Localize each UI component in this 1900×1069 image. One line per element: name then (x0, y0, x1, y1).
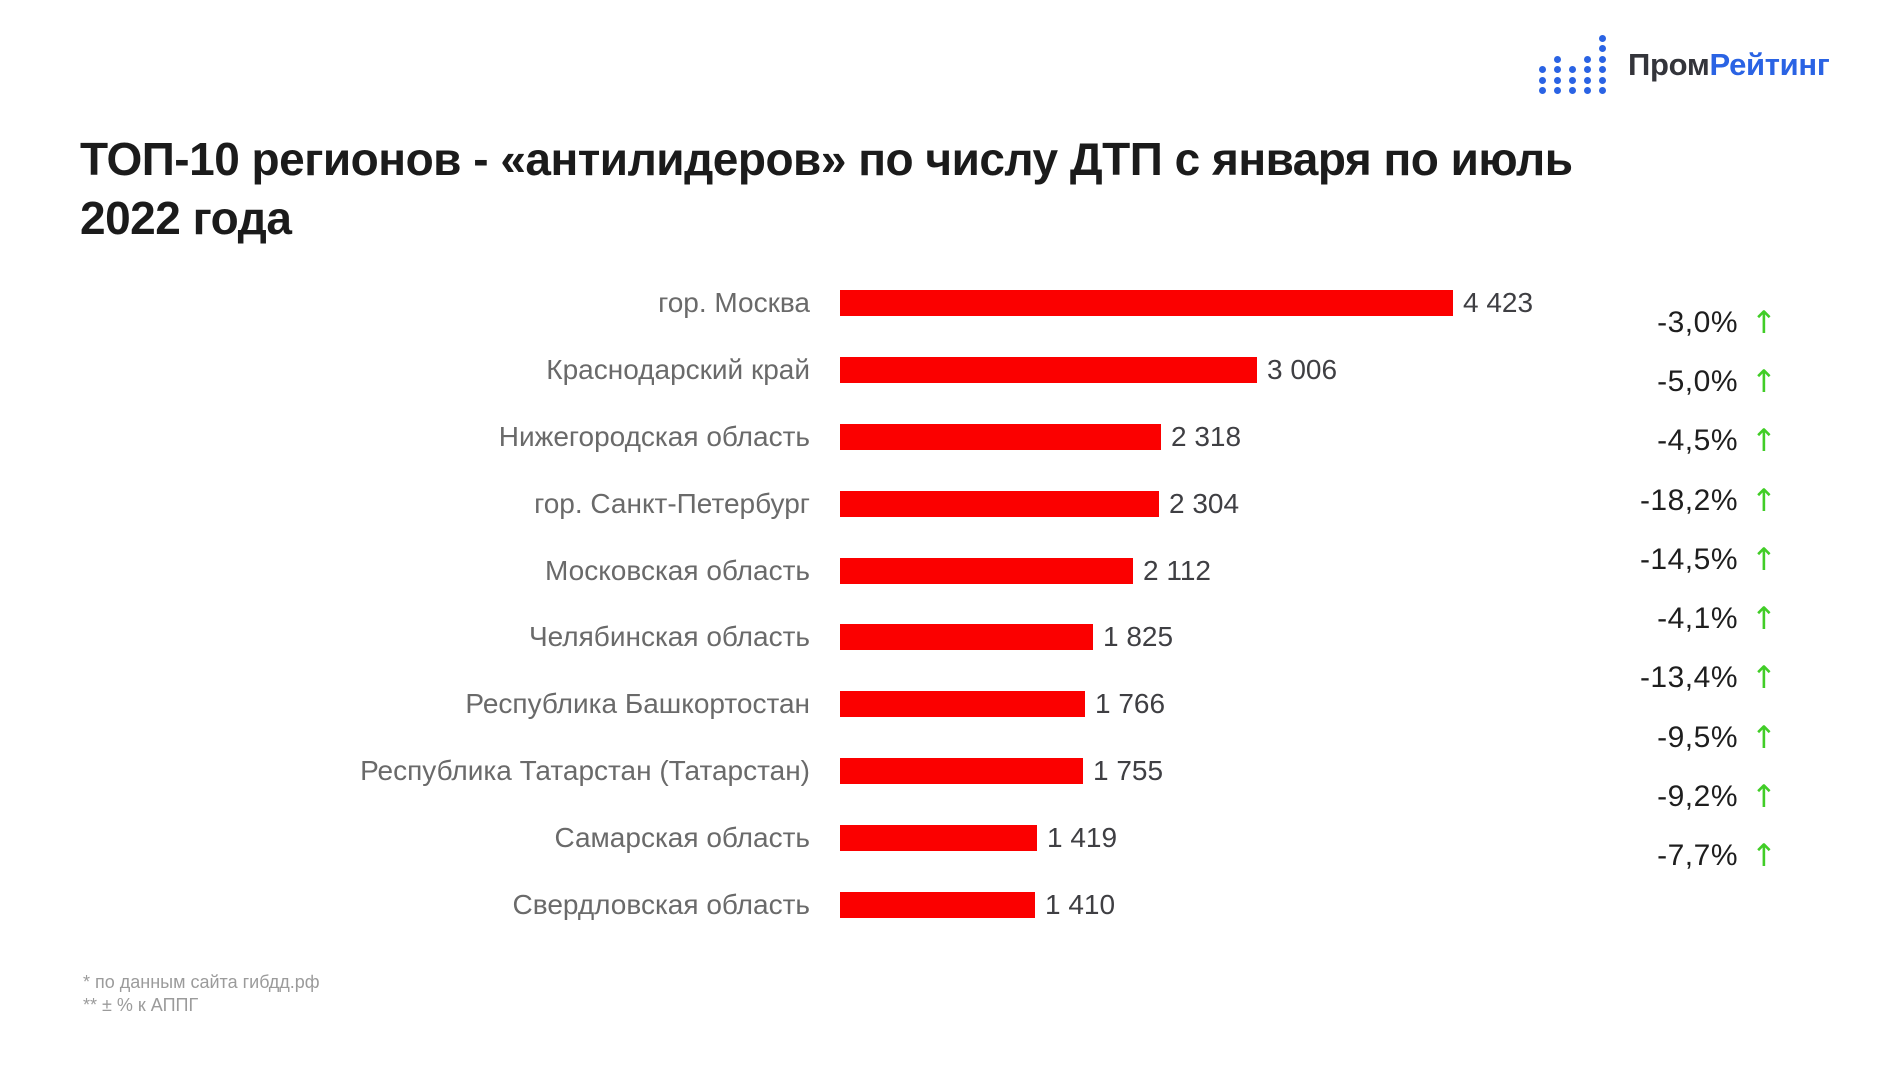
change-row: -7,7% ↑ (1470, 827, 1790, 886)
change-value: -4,5% (1657, 424, 1738, 458)
up-arrow-icon: ↑ (1751, 779, 1777, 816)
value-label: 1 419 (1047, 821, 1118, 853)
bar-row: Свердловская область 1 410 (0, 871, 1560, 938)
up-arrow-icon: ↑ (1751, 838, 1777, 875)
change-value: -9,5% (1657, 720, 1738, 754)
up-arrow-icon: ↑ (1751, 660, 1777, 697)
bar-row: Челябинская область 1 825 (0, 604, 1560, 671)
value-label: 2 112 (1143, 554, 1211, 586)
change-value: -3,0% (1657, 305, 1738, 339)
bar-row: гор. Москва 4 423 (0, 270, 1560, 337)
value-label: 3 006 (1267, 354, 1338, 386)
change-percent-column: -3,0% ↑ -5,0% ↑ -4,5% ↑ -18,2% ↑ -14,5% … (1470, 293, 1790, 886)
logo-dot-column (1595, 33, 1610, 96)
bar (840, 824, 1037, 851)
change-row: -4,5% ↑ (1470, 412, 1790, 471)
value-label: 2 304 (1169, 487, 1240, 519)
up-arrow-icon: ↑ (1751, 719, 1777, 756)
region-label: Московская область (545, 554, 810, 586)
bar (840, 757, 1083, 784)
logo-text-accent: Рейтинг (1709, 46, 1830, 82)
logo-dot-column (1565, 65, 1580, 97)
value-label: 1 410 (1045, 888, 1116, 920)
value-label: 2 318 (1171, 420, 1242, 452)
up-arrow-icon: ↑ (1751, 482, 1777, 519)
value-label: 1 755 (1093, 754, 1164, 786)
bar (840, 691, 1085, 718)
value-label: 1 825 (1103, 621, 1174, 653)
footnote-source: * по данным сайта гибдд.рф (83, 972, 320, 992)
logo-text-primary: Пром (1628, 46, 1710, 82)
up-arrow-icon: ↑ (1751, 363, 1777, 400)
change-value: -13,4% (1639, 661, 1738, 695)
region-label: Челябинская область (529, 621, 810, 653)
change-value: -9,2% (1657, 780, 1738, 814)
value-label: 1 766 (1095, 688, 1166, 720)
logo-dot-column (1580, 54, 1595, 96)
region-label: Краснодарский край (546, 354, 810, 386)
change-row: -5,0% ↑ (1470, 352, 1790, 411)
bar-row: Нижегородская область 2 318 (0, 404, 1560, 471)
bar-row: Московская область 2 112 (0, 537, 1560, 604)
change-value: -18,2% (1639, 483, 1738, 517)
change-row: -13,4% ↑ (1470, 649, 1790, 708)
region-label: Республика Башкортостан (465, 688, 810, 720)
change-row: -9,2% ↑ (1470, 767, 1790, 826)
change-row: -4,1% ↑ (1470, 589, 1790, 648)
up-arrow-icon: ↑ (1751, 304, 1777, 341)
bar (840, 357, 1257, 384)
logo-dots-icon (1535, 33, 1610, 96)
bar-row: Самарская область 1 419 (0, 804, 1560, 871)
bar (840, 423, 1161, 450)
region-label: Самарская область (554, 821, 810, 853)
change-row: -3,0% ↑ (1470, 293, 1790, 352)
region-label: Нижегородская область (498, 420, 810, 452)
up-arrow-icon: ↑ (1751, 423, 1777, 460)
change-value: -14,5% (1639, 542, 1738, 576)
change-row: -9,5% ↑ (1470, 708, 1790, 767)
region-label: Республика Татарстан (Татарстан) (360, 754, 810, 786)
bar-row: Краснодарский край 3 006 (0, 337, 1560, 404)
change-value: -7,7% (1657, 839, 1738, 873)
logo-text: ПромРейтинг (1628, 46, 1830, 83)
bar-row: гор. Санкт-Петербург 2 304 (0, 470, 1560, 537)
logo-dot-column (1550, 54, 1565, 96)
value-label: 4 423 (1463, 287, 1534, 319)
bar (840, 290, 1453, 317)
bar (840, 490, 1159, 517)
footnotes: * по данным сайта гибдд.рф ** ± % к АППГ (83, 971, 320, 1017)
up-arrow-icon: ↑ (1751, 541, 1777, 578)
region-label: гор. Санкт-Петербург (534, 487, 810, 519)
up-arrow-icon: ↑ (1751, 601, 1777, 638)
bar-chart: гор. Москва 4 423 Краснодарский край 3 0… (0, 270, 1560, 938)
bar (840, 891, 1035, 918)
bar (840, 557, 1133, 584)
bar (840, 624, 1093, 651)
region-label: гор. Москва (658, 287, 810, 319)
chart-title: ТОП-10 регионов - «антилидеров» по числу… (80, 133, 1573, 244)
bar-row: Республика Татарстан (Татарстан) 1 755 (0, 738, 1560, 805)
change-row: -18,2% ↑ (1470, 471, 1790, 530)
change-row: -14,5% ↑ (1470, 530, 1790, 589)
bar-row: Республика Башкортостан 1 766 (0, 671, 1560, 738)
logo-dot-column (1535, 65, 1550, 97)
footnote-appg: ** ± % к АППГ (83, 995, 199, 1015)
change-value: -4,1% (1657, 602, 1738, 636)
region-label: Свердловская область (512, 888, 810, 920)
change-value: -5,0% (1657, 364, 1738, 398)
brand-logo: ПромРейтинг (1535, 33, 1830, 96)
